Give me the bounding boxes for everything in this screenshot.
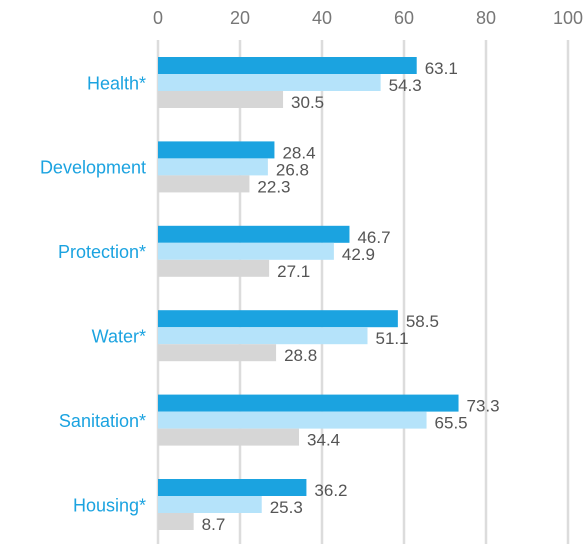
value-label: 58.5 xyxy=(406,312,439,331)
value-label: 26.8 xyxy=(276,160,309,179)
bar xyxy=(158,327,368,345)
bar xyxy=(158,310,398,328)
value-label: 63.1 xyxy=(425,59,458,78)
value-label: 8.7 xyxy=(202,515,226,534)
value-label: 73.3 xyxy=(467,397,500,416)
value-label: 54.3 xyxy=(389,76,422,95)
value-label: 28.8 xyxy=(284,346,317,365)
bar xyxy=(158,428,300,446)
x-tick-label: 80 xyxy=(476,8,496,28)
value-label: 36.2 xyxy=(314,481,347,500)
x-tick-label: 40 xyxy=(312,8,332,28)
category-label: Health* xyxy=(87,73,146,93)
bar xyxy=(158,57,417,74)
bar xyxy=(158,74,381,91)
value-label: 34.4 xyxy=(307,431,340,450)
bar xyxy=(158,225,350,243)
bar xyxy=(158,259,270,277)
value-label: 27.1 xyxy=(277,262,310,281)
value-label: 22.3 xyxy=(257,177,290,196)
bar xyxy=(158,175,250,193)
x-tick-label: 20 xyxy=(230,8,250,28)
category-label: Development xyxy=(40,158,146,178)
bar xyxy=(158,141,275,159)
bar xyxy=(158,513,194,530)
bar xyxy=(158,411,427,429)
category-label: Housing* xyxy=(73,495,146,515)
bar xyxy=(158,242,334,260)
x-tick-label: 100 xyxy=(553,8,583,28)
category-label: Water* xyxy=(92,326,146,346)
bar xyxy=(158,91,284,108)
bar xyxy=(158,158,268,176)
bar xyxy=(158,479,307,496)
value-label: 51.1 xyxy=(376,329,409,348)
category-label: Protection* xyxy=(58,242,146,262)
bar xyxy=(158,344,277,362)
bar xyxy=(158,394,459,412)
value-label: 28.4 xyxy=(282,143,315,162)
value-label: 30.5 xyxy=(291,93,324,112)
value-label: 25.3 xyxy=(270,498,303,517)
value-label: 46.7 xyxy=(357,228,390,247)
x-tick-label: 60 xyxy=(394,8,414,28)
value-label: 65.5 xyxy=(435,414,468,433)
bar xyxy=(158,496,262,513)
x-tick-label: 0 xyxy=(153,8,163,28)
value-label: 42.9 xyxy=(342,245,375,264)
category-label: Sanitation* xyxy=(59,411,146,431)
